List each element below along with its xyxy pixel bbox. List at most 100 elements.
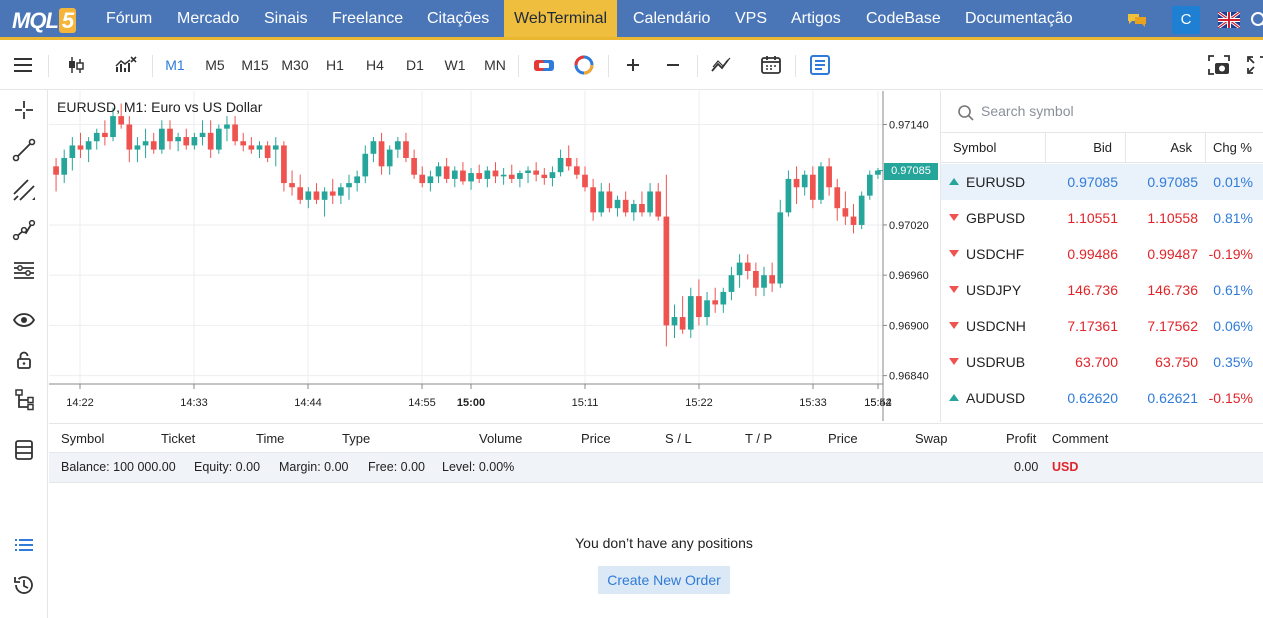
th-price[interactable]: Price (581, 431, 611, 446)
col-bid[interactable]: Bid (1093, 140, 1112, 155)
candle-body (167, 128, 173, 142)
current-price-badge: 0.97085 (884, 162, 938, 180)
symbol-search[interactable]: Search symbol (941, 91, 1263, 133)
polyline-icon[interactable] (12, 218, 36, 242)
candle-body (866, 174, 873, 196)
trade-table-header: Symbol Ticket Time Type Volume Price S /… (49, 423, 1263, 452)
watch-row-usdchf[interactable]: USDCHF 0.99486 0.99487 -0.19% (941, 236, 1263, 272)
watch-ask: 0.99487 (1147, 246, 1198, 262)
timeframe-w1[interactable]: W1 (444, 57, 466, 73)
nav-codebase[interactable]: CodeBase (866, 10, 941, 27)
depth-icon[interactable] (809, 54, 831, 76)
th-current-price[interactable]: Price (828, 431, 858, 446)
watch-row-audusd[interactable]: AUDUSD 0.62620 0.62621 -0.15% (941, 380, 1263, 416)
watch-row-usdrub[interactable]: USDRUB 63.700 63.750 0.35% (941, 344, 1263, 380)
zoom-in-icon[interactable] (623, 54, 643, 76)
th-symbol[interactable]: Symbol (61, 431, 105, 446)
oneclick-icon[interactable] (573, 54, 595, 76)
chart-canvas[interactable]: 14:22 14:33 14:44 14:55 15:00 15:11 15:22 15:33… (49, 91, 939, 422)
chat-icon[interactable] (1126, 11, 1148, 34)
nav-vps[interactable]: VPS (735, 10, 768, 27)
list-icon[interactable] (12, 533, 36, 557)
create-new-order-button[interactable]: Create New Order (598, 566, 730, 594)
calendar-icon[interactable] (760, 54, 782, 76)
nav-calendario[interactable]: Calendário (633, 10, 711, 27)
timeframe-mn[interactable]: MN (484, 57, 506, 73)
lock-icon[interactable] (12, 348, 36, 372)
th-ticket[interactable]: Ticket (161, 431, 196, 446)
th-type[interactable]: Type (342, 431, 371, 446)
nav-artigos[interactable]: Artigos (791, 10, 841, 27)
candle-body (378, 141, 385, 167)
user-avatar[interactable]: C (1172, 6, 1200, 34)
toolbar-divider (152, 55, 153, 77)
crosshair-icon[interactable] (12, 98, 36, 122)
timeframe-m1[interactable]: M1 (165, 57, 185, 73)
col-symbol[interactable]: Symbol (953, 140, 997, 155)
uk-flag-icon[interactable] (1217, 10, 1241, 33)
nav-sinais[interactable]: Sinais (264, 10, 308, 27)
candle-body (704, 300, 710, 318)
candle-body (224, 124, 230, 129)
th-time[interactable]: Time (256, 431, 285, 446)
nav-freelance[interactable]: Freelance (332, 10, 404, 27)
timeframe-m15[interactable]: M15 (241, 57, 269, 73)
watch-change: -0.15% (1208, 390, 1253, 406)
candle-body (655, 191, 662, 217)
timeframe-h1[interactable]: H1 (326, 57, 344, 73)
candle-body (671, 317, 678, 326)
col-ask[interactable]: Ask (1170, 140, 1192, 155)
mql5-logo[interactable]: MQL 5 (12, 8, 77, 34)
th-comment[interactable]: Comment (1052, 431, 1109, 446)
price-chart[interactable]: 14:22 14:33 14:44 14:55 15:00 15:11 15:22 15:33… (49, 91, 939, 422)
screenshot-icon[interactable] (1207, 54, 1231, 76)
timeframe-m30[interactable]: M30 (281, 57, 309, 73)
col-chg[interactable]: Chg % (1212, 140, 1252, 155)
eye-icon[interactable] (12, 308, 36, 332)
watch-row-usdcnh[interactable]: USDCNH 7.17361 7.17562 0.06% (941, 308, 1263, 344)
trendline-icon[interactable] (12, 138, 36, 162)
fullscreen-icon[interactable] (1246, 54, 1263, 76)
indicator-add-icon[interactable] (710, 54, 734, 76)
watch-row-usdjpy[interactable]: USDJPY 146.736 146.736 0.61% (941, 272, 1263, 308)
indicators-icon[interactable] (114, 54, 138, 76)
th-profit[interactable]: Profit (1006, 431, 1037, 446)
th-tp[interactable]: T / P (745, 431, 773, 446)
trade-toggle-icon[interactable] (533, 54, 555, 76)
nav-forum[interactable]: Fórum (106, 10, 153, 27)
nav-documentacao[interactable]: Documentação (965, 10, 1073, 27)
chart-title: EURUSD, M1: Euro vs US Dollar (57, 99, 263, 115)
nav-mercado[interactable]: Mercado (177, 10, 240, 27)
watch-row-gbpusd[interactable]: GBPUSD 1.10551 1.10558 0.81% (941, 200, 1263, 236)
th-swap[interactable]: Swap (915, 431, 948, 446)
nav-webterminal[interactable]: WebTerminal (504, 0, 618, 37)
timeframe-d1[interactable]: D1 (406, 57, 424, 73)
watch-row-eurusd[interactable]: EURUSD 0.97085 0.97085 0.01% (941, 164, 1263, 200)
menu-icon[interactable] (12, 54, 34, 76)
margin-value: Margin: 0.00 (279, 460, 349, 474)
history-icon[interactable] (12, 573, 36, 597)
zoom-out-icon[interactable] (663, 54, 683, 76)
layers-icon[interactable] (12, 438, 36, 462)
candle-body (346, 183, 352, 188)
th-volume[interactable]: Volume (479, 431, 523, 446)
timeframe-h4[interactable]: H4 (366, 57, 384, 73)
timeframe-m5[interactable]: M5 (205, 57, 225, 73)
candle-body (809, 174, 816, 200)
candles-icon[interactable] (66, 54, 86, 76)
nav-citacoes[interactable]: Citações (427, 10, 490, 27)
candle-body (289, 183, 295, 188)
th-sl[interactable]: S / L (665, 431, 692, 446)
candle-body (476, 173, 483, 179)
candle-body (272, 145, 279, 150)
candle-body (411, 157, 417, 175)
channel-icon[interactable] (12, 178, 36, 202)
logo-number: 5 (58, 8, 77, 33)
candle-body (720, 291, 727, 305)
search-icon[interactable] (1250, 11, 1263, 34)
candle-body (248, 145, 255, 150)
watch-bid: 63.700 (1075, 354, 1118, 370)
candle-body (761, 275, 767, 288)
objects-tree-icon[interactable] (12, 388, 36, 412)
fibonacci-icon[interactable] (12, 258, 36, 282)
